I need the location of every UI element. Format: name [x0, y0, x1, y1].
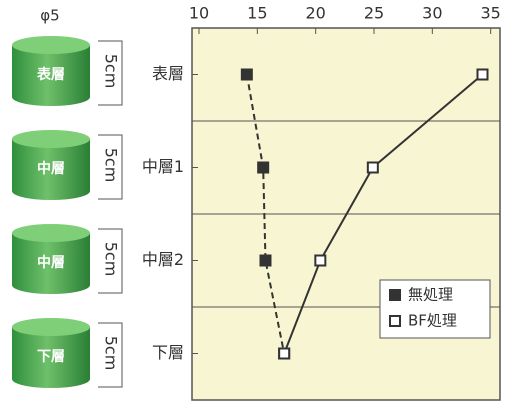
cylinder	[12, 327, 90, 388]
height-label: 5cm	[102, 336, 121, 371]
bracket	[98, 134, 123, 200]
cylinder	[12, 139, 90, 200]
marker	[278, 347, 291, 360]
cylinder-label: 中層	[37, 160, 65, 177]
series-line	[245, 74, 286, 354]
cylinder-top	[12, 318, 90, 336]
x-tick-label: 10	[189, 4, 209, 23]
x-tick-label: 20	[305, 4, 325, 23]
cylinder-label: 下層	[37, 349, 65, 365]
series-line	[283, 73, 484, 354]
bracket	[98, 40, 123, 106]
bracket	[98, 322, 123, 388]
x-tick-label: 30	[422, 4, 442, 23]
bracket	[98, 228, 123, 294]
y-tick-label: 中層1	[142, 157, 184, 176]
cylinder-label: 中層	[37, 254, 65, 271]
cylinder-top	[12, 36, 90, 54]
y-tick-label: 表層	[152, 64, 184, 83]
marker	[366, 161, 379, 174]
cylinder-top	[12, 130, 90, 148]
x-tick-label: 25	[364, 4, 384, 23]
marker	[476, 68, 489, 81]
height-label: 5cm	[102, 148, 121, 183]
marker	[240, 68, 253, 81]
marker	[257, 161, 270, 174]
legend-marker	[389, 289, 401, 301]
legend-marker	[389, 315, 401, 327]
y-tick-label: 下層	[152, 343, 184, 362]
marker	[259, 254, 272, 267]
height-label: 5cm	[102, 54, 121, 89]
cylinder	[12, 45, 90, 106]
diameter-label: φ5	[40, 7, 59, 25]
cylinder-label: 表層	[36, 66, 65, 83]
marker	[314, 254, 327, 267]
height-label: 5cm	[102, 242, 121, 277]
legend-label: BF処理	[408, 312, 457, 330]
x-tick-label: 35	[480, 4, 500, 23]
legend-label: 無処理	[408, 286, 453, 304]
x-tick-label: 15	[247, 4, 267, 23]
y-tick-label: 中層2	[142, 250, 184, 269]
cylinder	[12, 233, 90, 294]
cylinder-top	[12, 224, 90, 242]
